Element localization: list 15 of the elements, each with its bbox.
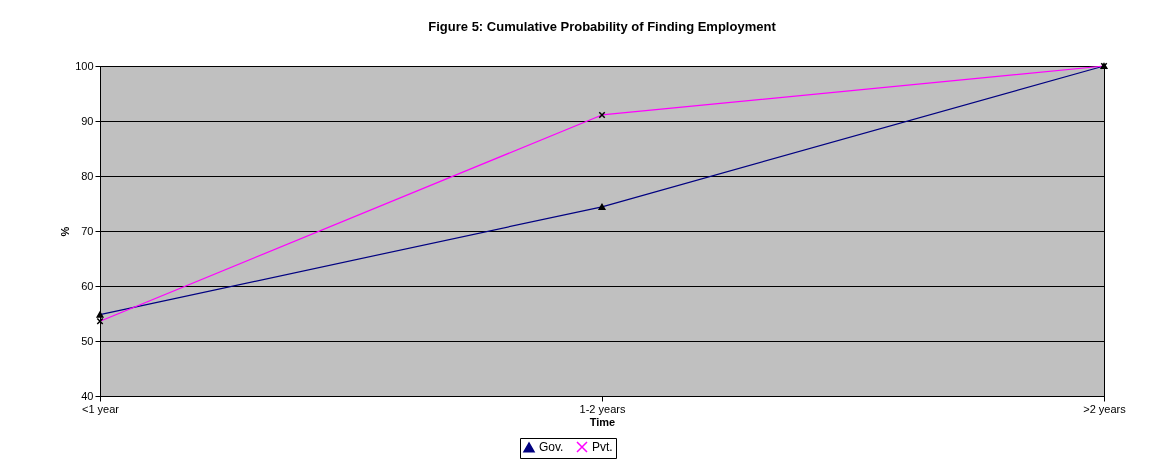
- x-tick-label: >2 years: [1083, 402, 1127, 415]
- legend-label: Gov.: [539, 440, 564, 455]
- y-tick-label: 50: [81, 334, 94, 347]
- chart-title: Figure 5: Cumulative Probability of Finding Employment: [428, 19, 777, 34]
- x-tick-label: <1 year: [82, 402, 120, 415]
- x-axis-title: Time: [589, 415, 616, 428]
- y-tick-label: 70: [81, 224, 94, 237]
- y-axis-title: %: [59, 226, 72, 237]
- x-tick-label: 1-2 years: [579, 402, 626, 415]
- y-tick-label: 100: [75, 59, 94, 72]
- legend-label: Pvt.: [592, 440, 613, 454]
- y-tick-label: 90: [81, 114, 94, 127]
- y-tick-label: 80: [81, 169, 94, 182]
- y-tick-label: 40: [81, 389, 94, 402]
- y-tick-label: 60: [81, 279, 94, 292]
